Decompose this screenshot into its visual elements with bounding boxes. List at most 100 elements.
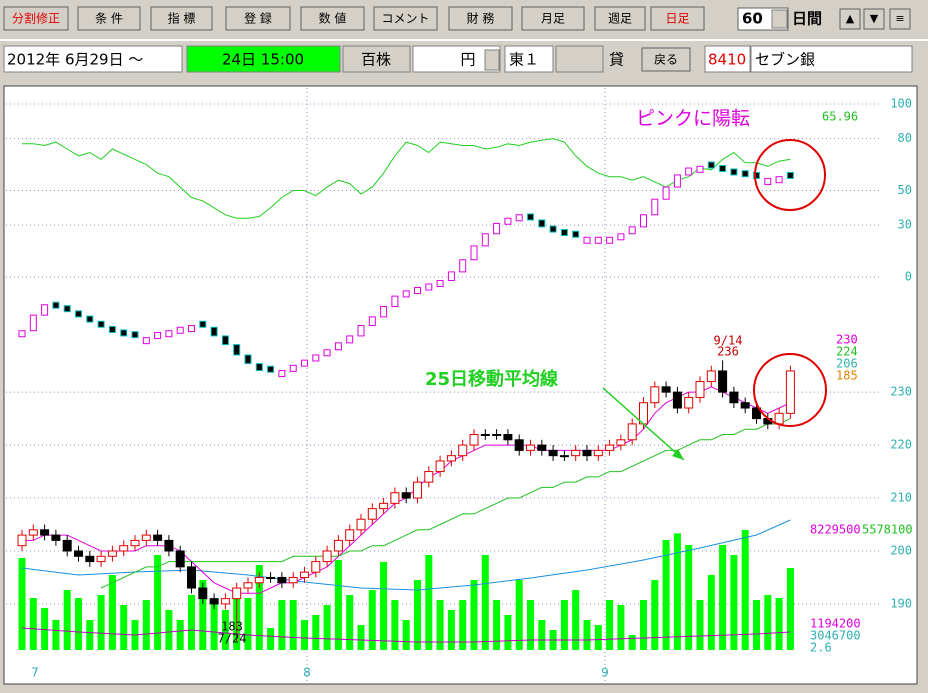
button-label[interactable]: 登 録 [244,11,272,26]
button-label[interactable]: 条 件 [95,12,123,26]
button[interactable] [448,6,513,31]
button-label[interactable]: コメント [381,12,429,26]
button[interactable] [889,8,911,30]
indicator-box [131,331,139,339]
unit: 百株 [361,51,391,69]
indicator-box [515,214,523,222]
candle-body [435,460,445,473]
indicator-box [447,271,455,282]
button[interactable] [150,6,213,31]
indicator-box [41,304,49,316]
price-label: 185 [836,369,858,383]
button[interactable] [650,6,705,31]
candle-body [616,439,626,446]
volume-bar [662,539,670,650]
market: 東１ [509,51,539,69]
low-note-date: 7/24 [218,632,247,646]
candle-body [379,502,389,510]
volume-bar [493,599,501,650]
indicator-box [120,329,128,337]
indicator-box [289,364,297,372]
indicator-box [233,344,241,356]
button[interactable] [839,8,861,30]
indicator-box [108,325,116,333]
volume-bar [165,609,173,650]
button[interactable] [77,6,141,31]
dropdown-arrow[interactable] [484,49,500,71]
button-label[interactable]: 週足 [608,12,632,26]
indicator-box [425,283,433,291]
button-label[interactable]: 日足 [665,12,689,26]
button-label[interactable]: ≡ [895,12,904,25]
price-tick-label: 200 [890,543,912,557]
button-label[interactable]: ▲ [846,12,855,25]
button[interactable] [641,47,691,72]
volume-bar [176,619,184,650]
upper-value-label: 65.96 [822,110,858,124]
volume-bar [154,554,162,650]
button-label[interactable]: 指 標 [168,11,196,26]
volume-bar [52,619,60,650]
candle-body [446,455,456,462]
indicator-box [414,286,421,294]
button[interactable] [594,6,646,31]
volume-bar [41,607,49,650]
field [186,45,341,73]
button[interactable] [521,6,585,31]
candle-body [424,471,434,483]
button-label[interactable]: 数 値 [319,11,347,26]
volume-bar [63,589,71,650]
candle-body [695,381,705,398]
arrow-head [672,449,684,460]
indicator-box [662,186,670,200]
volume-bar [515,579,523,650]
field [750,45,913,73]
candle-body [209,598,219,605]
candle-body [526,444,535,451]
button[interactable] [225,6,291,31]
high-note-date: 9/14 [714,334,743,348]
indicator-box [188,325,195,333]
candle-body [480,433,490,436]
button-label[interactable]: 月足 [541,12,565,26]
indicator-box [583,236,591,244]
button[interactable] [863,8,885,30]
volume-bar [108,574,116,650]
candle-body [107,550,117,557]
indicator-box [368,316,376,327]
back-button[interactable]: 戻る [654,53,678,67]
button-label[interactable]: 財 務 [467,11,495,26]
candle-body [661,386,671,393]
volume-label: 1194200 [810,617,861,631]
volume-bar [628,634,636,650]
button[interactable] [3,6,69,31]
line [21,627,791,643]
volume-bar [572,589,580,650]
button-label[interactable]: ▼ [870,12,879,25]
candle-body [119,545,129,552]
indicator-box [402,290,410,298]
indicator-box [741,170,749,178]
volume-bar [707,574,715,650]
indicator-box [391,295,399,308]
volume-bar [673,533,681,650]
candle-body [153,534,163,541]
candle-body [220,598,230,605]
indicator-box [278,370,286,378]
volume-bar [447,609,455,650]
candle-body [254,576,264,584]
button[interactable] [373,6,438,31]
candle-body [266,576,276,579]
field [555,45,604,73]
indicator-box [357,325,365,337]
volume-bar [504,614,512,650]
dropdown-arrow [771,9,788,29]
volume-bar [368,589,376,650]
button[interactable] [300,6,365,31]
button-label[interactable]: 分割修正 [12,11,60,26]
field [504,45,554,73]
volume-label: 2.6 [810,641,832,655]
candle-body [17,534,27,547]
candle-body [593,449,603,457]
